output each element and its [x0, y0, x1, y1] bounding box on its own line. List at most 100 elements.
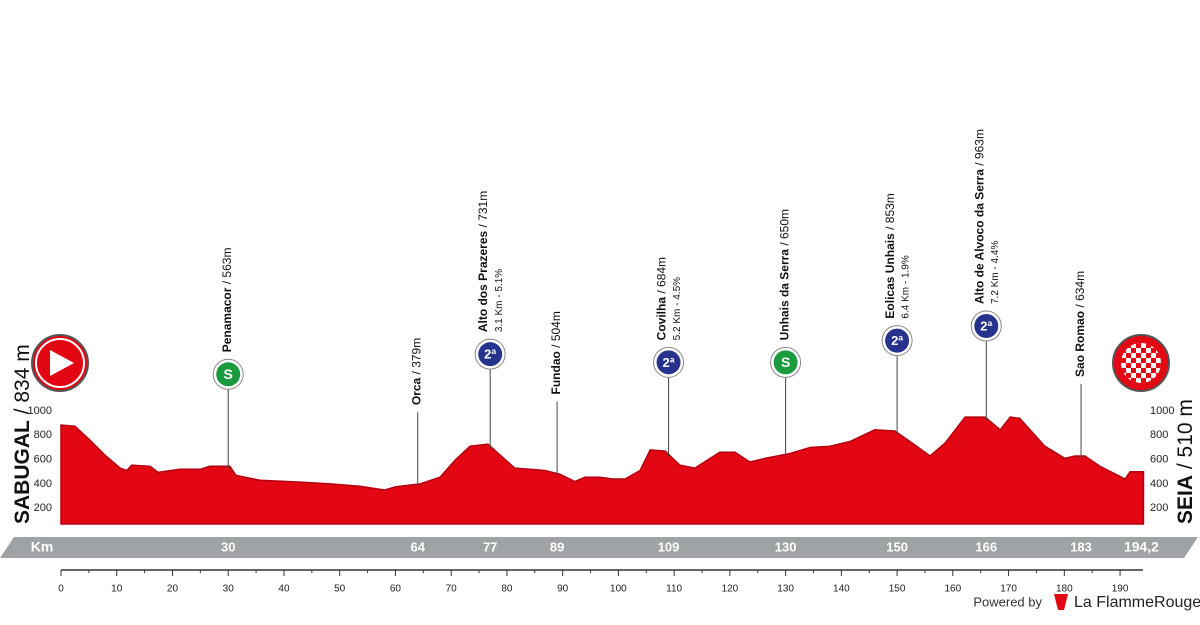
x-tick-label: 50 — [334, 584, 346, 595]
icon-label: 2ª — [663, 355, 675, 370]
start-label: SABUGAL / 834 m — [11, 344, 34, 524]
y-tick-label-right: 400 — [1150, 478, 1168, 490]
marker-label: Alto de Alvoco da Serra / 963m — [972, 129, 986, 304]
marker-detail: 7.2 Km - 4.4% — [990, 241, 1001, 304]
finish-icon — [1112, 334, 1170, 392]
marker-km: 150 — [886, 539, 908, 554]
marker-label: Penamacor / 563m — [220, 248, 234, 353]
start-alt: / 834 m — [11, 344, 34, 414]
x-tick-label: 120 — [722, 584, 739, 595]
marker-km: 166 — [975, 539, 997, 554]
x-tick-label: 30 — [223, 584, 235, 595]
marker-name: Eolicas Unhais — [883, 233, 897, 319]
marker-alt: / 853m — [883, 193, 897, 230]
marker-alt: / 379m — [410, 338, 424, 375]
y-tick-label-right: 1000 — [1150, 405, 1174, 417]
icon-disc — [656, 350, 681, 375]
marker-name: Unhais da Serra — [778, 249, 792, 341]
x-tick-label: 10 — [111, 584, 123, 595]
finish-label: SEIA / 510 m — [1174, 399, 1197, 524]
marker-name: Orca — [410, 378, 424, 406]
marker-alt: / 684m — [655, 257, 669, 294]
finish-alt: / 510 m — [1174, 399, 1197, 469]
marker-label: Sao Romao / 634m — [1073, 271, 1087, 377]
y-tick-label: 1000 — [28, 405, 52, 417]
x-tick-label: 0 — [58, 584, 64, 595]
marker-detail: 5.2 Km - 4.5% — [672, 277, 683, 340]
marker-icon: S — [770, 346, 802, 378]
marker-label: Eolicas Unhais / 853m — [883, 193, 897, 318]
icon-disc — [216, 362, 241, 387]
brand: La FlammeRouge — [1074, 594, 1200, 611]
finish-name: SEIA — [1174, 475, 1197, 524]
y-tick-label: 600 — [34, 454, 52, 466]
icon-disc — [974, 314, 999, 339]
x-tick-label: 190 — [1112, 584, 1129, 595]
marker-alt: / 563m — [220, 248, 234, 285]
x-tick-label: 160 — [944, 584, 961, 595]
marker-alt: / 731m — [476, 191, 490, 228]
icon-disc — [478, 342, 503, 367]
x-tick-label: 40 — [278, 584, 290, 595]
powered-by: Powered by — [973, 594, 1042, 609]
marker-alt: / 650m — [778, 209, 792, 246]
marker-km: 130 — [775, 539, 797, 554]
y-tick-label-right: 600 — [1150, 454, 1168, 466]
km-label: Km — [31, 539, 54, 555]
marker-icon: 2ª — [881, 325, 913, 357]
marker-detail: 3.1 Km - 5.1% — [494, 269, 505, 332]
marker-label: Fundao / 504m — [549, 311, 563, 394]
marker-name: Sao Romao — [1073, 311, 1087, 377]
icon-label: 2ª — [484, 347, 496, 362]
y-tick-label-right: 200 — [1150, 502, 1168, 514]
icon-label: S — [224, 366, 233, 382]
finish-km: 194,2 — [1124, 539, 1159, 555]
icon-disc — [773, 350, 798, 375]
icon-label: S — [781, 354, 790, 370]
marker-km: 64 — [411, 539, 426, 554]
x-tick-label: 180 — [1056, 584, 1073, 595]
brand-logo — [1054, 594, 1068, 610]
y-tick-label: 200 — [34, 502, 52, 514]
marker-alt: / 963m — [972, 129, 986, 166]
x-tick-label: 100 — [610, 584, 627, 595]
marker-km: 77 — [483, 539, 497, 554]
marker-alt: / 504m — [549, 311, 563, 348]
start-name: SABUGAL — [11, 420, 34, 524]
y-tick-label: 400 — [34, 478, 52, 490]
marker-km: 183 — [1070, 539, 1092, 554]
marker-label: Covilha / 684m — [655, 257, 669, 340]
marker-name: Fundao — [549, 351, 563, 394]
y-tick-label: 800 — [34, 429, 52, 441]
icon-label: 2ª — [891, 333, 903, 348]
x-tick-label: 170 — [1000, 584, 1017, 595]
marker-detail: 6.4 Km - 1.9% — [901, 255, 912, 318]
x-tick-label: 60 — [390, 584, 402, 595]
marker-label: Orca / 379m — [410, 338, 424, 405]
icon-label: 2ª — [980, 318, 992, 333]
marker-icon: 2ª — [653, 346, 685, 378]
marker-name: Alto de Alvoco da Serra — [972, 169, 986, 304]
marker-km: 30 — [221, 539, 235, 554]
x-tick-label: 90 — [557, 584, 569, 595]
marker-icon: 2ª — [970, 310, 1002, 342]
marker-km: 109 — [658, 539, 680, 554]
marker-label: Alto dos Prazeres / 731m — [476, 191, 490, 332]
icon-disc — [885, 328, 910, 353]
marker-icon: S — [212, 358, 244, 390]
x-tick-label: 20 — [167, 584, 179, 595]
km-band — [0, 537, 1198, 558]
marker-alt: / 634m — [1073, 271, 1087, 308]
elevation-area — [60, 416, 1145, 525]
x-tick-label: 130 — [777, 584, 794, 595]
marker-km: 89 — [550, 539, 564, 554]
x-tick-label: 140 — [833, 584, 850, 595]
marker-name: Penamacor — [220, 287, 234, 352]
x-tick-label: 80 — [501, 584, 513, 595]
marker-label: Unhais da Serra / 650m — [778, 209, 792, 340]
y-tick-label-right: 800 — [1150, 429, 1168, 441]
x-tick-label: 150 — [889, 584, 906, 595]
x-tick-label: 110 — [666, 584, 682, 595]
marker-name: Alto dos Prazeres — [476, 230, 490, 332]
